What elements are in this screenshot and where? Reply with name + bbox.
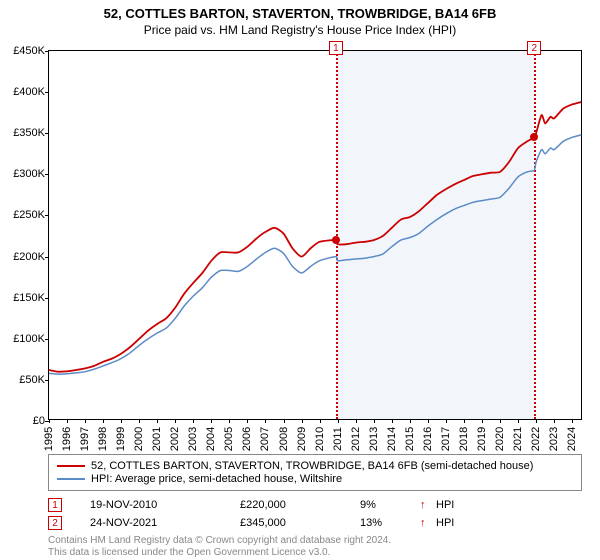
x-tick-label: 2000 xyxy=(133,427,145,451)
chart-lines-svg xyxy=(49,51,581,419)
chart-title-address: 52, COTTLES BARTON, STAVERTON, TROWBRIDG… xyxy=(0,6,600,21)
x-tick-label: 2004 xyxy=(206,427,218,451)
x-tick-label: 2007 xyxy=(260,427,272,451)
legend-label-hpi: HPI: Average price, semi-detached house,… xyxy=(91,473,342,485)
x-tick-label: 2012 xyxy=(350,427,362,451)
x-tick-label: 2022 xyxy=(530,427,542,451)
x-tick-label: 2013 xyxy=(368,427,380,451)
x-tick-label: 2009 xyxy=(296,427,308,451)
transaction-date-2: 24-NOV-2021 xyxy=(90,517,240,529)
y-tick-label: £150K xyxy=(13,292,45,304)
transaction-pct-2: 13% xyxy=(360,517,420,529)
up-arrow-icon: ↑ xyxy=(420,517,436,529)
y-tick-label: £200K xyxy=(13,251,45,263)
footer-line-2: This data is licensed under the Open Gov… xyxy=(48,547,391,559)
x-tick-label: 2016 xyxy=(422,427,434,451)
x-tick-label: 1998 xyxy=(97,427,109,451)
x-tick-label: 2001 xyxy=(151,427,163,451)
up-arrow-icon: ↑ xyxy=(420,499,436,511)
chart-plot-area: 1 2 £0£50K£100K£150K£200K£250K£300K£350K… xyxy=(48,50,582,420)
legend-item-hpi: HPI: Average price, semi-detached house,… xyxy=(57,473,573,485)
transaction-date-1: 19-NOV-2010 xyxy=(90,499,240,511)
x-tick-label: 2019 xyxy=(476,427,488,451)
x-tick-label: 2006 xyxy=(242,427,254,451)
transaction-row-1: 1 19-NOV-2010 £220,000 9% ↑ HPI xyxy=(48,496,582,514)
x-tick-label: 2008 xyxy=(278,427,290,451)
transaction-price-1: £220,000 xyxy=(240,499,360,511)
x-tick-label: 2003 xyxy=(188,427,200,451)
x-tick-label: 2010 xyxy=(314,427,326,451)
x-tick-label: 2021 xyxy=(512,427,524,451)
x-tick-label: 2015 xyxy=(404,427,416,451)
transaction-hpi-label-1: HPI xyxy=(436,499,454,511)
x-tick-label: 2017 xyxy=(440,427,452,451)
legend-box: 52, COTTLES BARTON, STAVERTON, TROWBRIDG… xyxy=(48,454,582,491)
y-tick-label: £350K xyxy=(13,127,45,139)
transaction-pct-1: 9% xyxy=(360,499,420,511)
y-tick-label: £250K xyxy=(13,209,45,221)
x-tick-label: 2011 xyxy=(331,427,343,451)
footer-line-1: Contains HM Land Registry data © Crown c… xyxy=(48,535,391,547)
x-tick-label: 2023 xyxy=(548,427,560,451)
y-tick-label: £50K xyxy=(19,374,45,386)
transaction-idx-1: 1 xyxy=(48,498,62,512)
transaction-idx-2: 2 xyxy=(48,516,62,530)
transaction-row-2: 2 24-NOV-2021 £345,000 13% ↑ HPI xyxy=(48,514,582,532)
y-tick-label: £300K xyxy=(13,168,45,180)
transaction-price-2: £345,000 xyxy=(240,517,360,529)
transaction-dot-1 xyxy=(332,236,340,244)
legend-item-property: 52, COTTLES BARTON, STAVERTON, TROWBRIDG… xyxy=(57,460,573,472)
y-tick-label: £100K xyxy=(13,333,45,345)
legend-swatch-hpi xyxy=(57,478,85,480)
y-tick-label: £450K xyxy=(13,45,45,57)
x-tick-label: 1997 xyxy=(79,427,91,451)
chart-title-sub: Price paid vs. HM Land Registry's House … xyxy=(0,23,600,37)
attribution-footer: Contains HM Land Registry data © Crown c… xyxy=(48,535,391,558)
x-tick-label: 2002 xyxy=(170,427,182,451)
transactions-table: 1 19-NOV-2010 £220,000 9% ↑ HPI 2 24-NOV… xyxy=(48,496,582,532)
y-tick-label: £400K xyxy=(13,86,45,98)
x-tick-label: 2014 xyxy=(386,427,398,451)
x-tick-label: 1999 xyxy=(115,427,127,451)
x-tick-label: 2020 xyxy=(494,427,506,451)
legend-swatch-property xyxy=(57,465,85,467)
x-tick-label: 2005 xyxy=(224,427,236,451)
legend-label-property: 52, COTTLES BARTON, STAVERTON, TROWBRIDG… xyxy=(91,460,533,472)
x-tick-label: 2024 xyxy=(566,427,578,451)
y-tick-label: £0 xyxy=(33,415,45,427)
x-tick-label: 2018 xyxy=(458,427,470,451)
transaction-hpi-label-2: HPI xyxy=(436,517,454,529)
x-tick-label: 1996 xyxy=(61,427,73,451)
x-tick-label: 1995 xyxy=(43,427,55,451)
